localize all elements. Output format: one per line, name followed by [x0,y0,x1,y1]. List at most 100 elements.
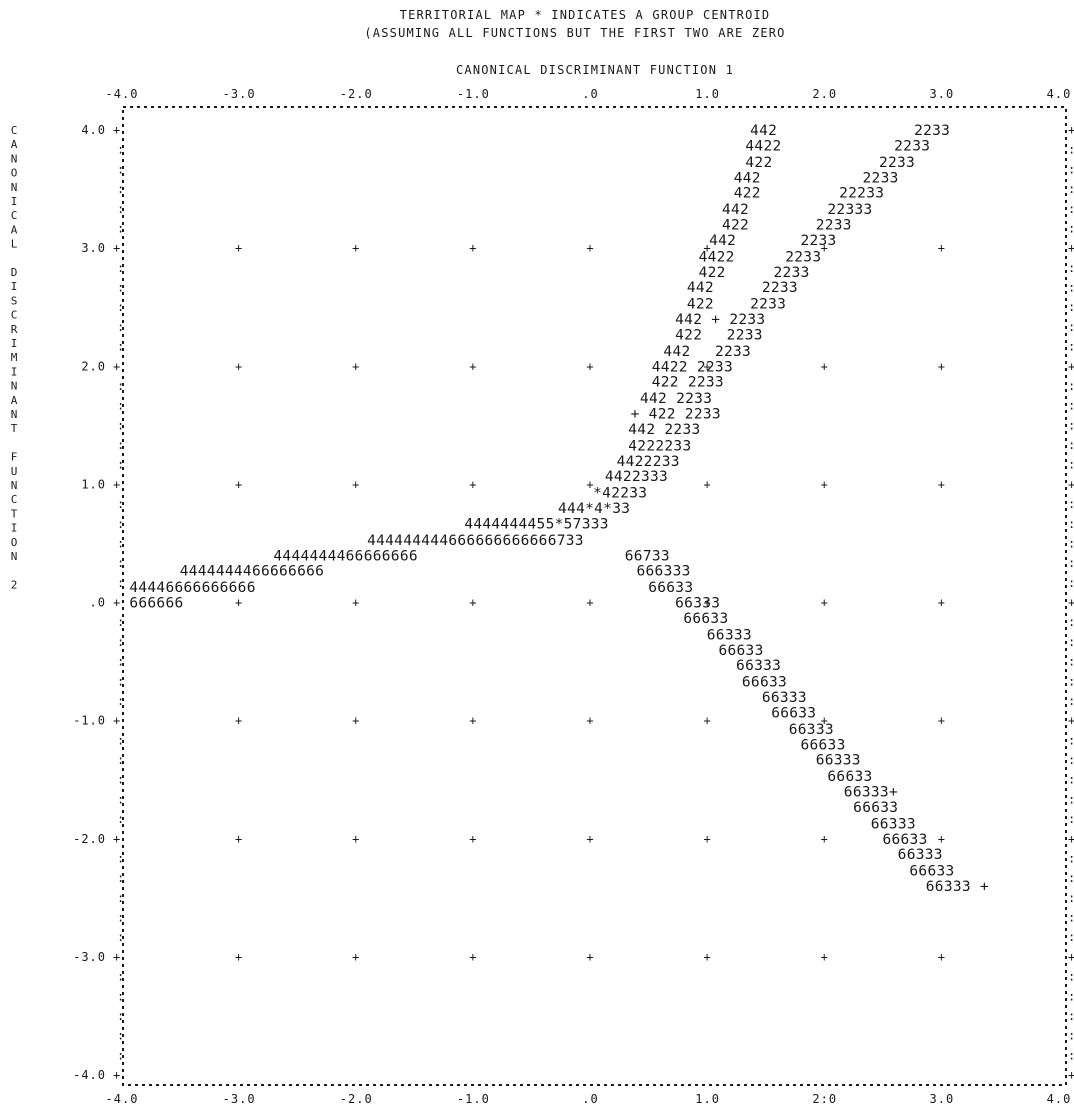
territory-cell: 666333 [636,564,690,580]
grid-marker: + [938,714,946,728]
grid-marker: + [586,832,594,846]
axis-colon: : [117,320,124,334]
axis-colon: : [117,792,124,806]
territory-cell: 442 [734,170,761,186]
grid-marker: + [586,950,594,964]
grid-markers: + + + + + + + + + + + + + + + + + + + + + + + + + + + + + + + + + + + + + + + +… [235,241,946,964]
territory-cell: 2233 [879,155,915,171]
axis-colon: : [117,871,124,885]
territory-cell: 442 [687,280,714,296]
y-tick-label: 4.0 [81,123,106,137]
grid-marker: + [235,832,243,846]
axis-colon: : [117,281,124,295]
axis-colon: : [117,556,124,570]
territory-cell: 66333 [762,690,807,706]
grid-marker: + [469,832,477,846]
grid-marker: + [352,359,360,373]
y-tick-label: -3.0 [73,950,106,964]
axis-colon-right: : [1068,615,1074,629]
axis-colon: : [117,418,124,432]
y-axis-label-char: L [11,238,18,251]
y-axis-label-char: I [11,195,18,208]
axis-colon: : [117,635,124,649]
x-tick-label-top: -2.0 [340,87,373,101]
x-tick-label-top: .0 [582,87,598,101]
axis-colon: : [117,615,124,629]
x-tick-label-top: -3.0 [223,87,256,101]
grid-marker: + [821,596,829,610]
territory-cell: 422 [734,186,761,202]
territory-cell: *42233 [593,486,647,502]
territory-cell: + 422 2233 [631,407,721,423]
territory-cell: 442 2233 [628,422,700,438]
grid-marker: + [821,832,829,846]
x-tick-label-top: -4.0 [106,87,139,101]
territory-cell: 4222233 [628,438,691,454]
y-axis-label-char: O [11,536,18,549]
y-tick-marker: + [113,123,121,137]
axis-colon-right: : [1068,143,1074,157]
axis-colon: : [117,1048,124,1062]
axis-colon: : [117,576,124,590]
grid-marker: + [235,477,243,491]
y-tick-label: -1.0 [73,714,106,728]
y-tick-marker-right: + [1068,241,1074,255]
territory-cell: 4444444466666666 [180,564,324,580]
axis-colon: : [117,891,124,905]
x-ticks-top: -4.0 -3.0 -2.0 -1.0 .0 1.0 2.0 3.0 4.0 [106,87,1071,101]
territory-cell: 2233 [800,233,836,249]
x-tick-label-top: 3.0 [930,87,955,101]
y-axis-label-char: U [11,465,18,478]
y-axis-label-char: C [11,124,18,137]
territory-cell: 442 [750,123,777,139]
axis-colon: : [117,497,124,511]
axis-colon: : [117,733,124,747]
y-tick-label: .0 [90,596,106,610]
axis-colon-right: : [1068,221,1074,235]
axis-colon-right: : [1068,399,1074,413]
grid-marker: + [704,477,712,491]
territory-cell: 442 + 2233 [675,312,765,328]
axis-colon-right: : [1068,1009,1074,1023]
y-ticks-left: 4.0 + +3.0 + +2.0 + +1.0 + + .0 + + -1.0 + + -2.0 + + -3.0… [73,123,1074,1082]
grid-marker: + [938,241,946,255]
territory-cell: 66633 [718,643,763,659]
y-tick-marker: + [113,832,121,846]
grid-marker: + [821,950,829,964]
y-tick-marker: + [113,359,121,373]
axis-colon: : [117,655,124,669]
territory-cell: 422 [687,297,714,313]
territory-cell: 66333 [789,722,834,738]
y-tick-marker-right: + [1068,832,1074,846]
x-axis-label: CANONICAL DISCRIMINANT FUNCTION 1 [456,63,734,77]
y-tick-marker-right: + [1068,950,1074,964]
axis-colon-right: : [1068,576,1074,590]
axis-colon-right: : [1068,753,1074,767]
territory-cell: 2233 [863,170,899,186]
y-tick-marker: + [113,950,121,964]
grid-marker: + [469,596,477,610]
axis-colon: : [117,379,124,393]
y-tick-marker: + [113,714,121,728]
grid-marker: + [352,832,360,846]
x-tick-label-bottom: .0 [582,1092,598,1106]
grid-marker: + [352,596,360,610]
territory-cell: 2233 [750,297,786,313]
axis-colon-right: : [1068,281,1074,295]
axis-colon: : [117,221,124,235]
y-axis-label-char: O [11,167,18,180]
axis-colon: : [117,143,124,157]
axis-colon: : [117,773,124,787]
axis-colon-right: : [1068,871,1074,885]
axis-colon-right: : [1068,655,1074,669]
territory-cell: 4422233 [617,454,680,470]
map-title-line-1: TERRITORIAL MAP * INDICATES A GROUP CENT… [400,8,771,22]
territory-cell: 22333 [827,202,872,218]
territory-cell: 422 [722,218,749,234]
y-axis-label-char: A [11,394,18,407]
axis-colon-right: : [1068,989,1074,1003]
grid-marker: + [821,241,829,255]
axis-colon-right: : [1068,970,1074,984]
y-tick-label: 3.0 [81,241,106,255]
